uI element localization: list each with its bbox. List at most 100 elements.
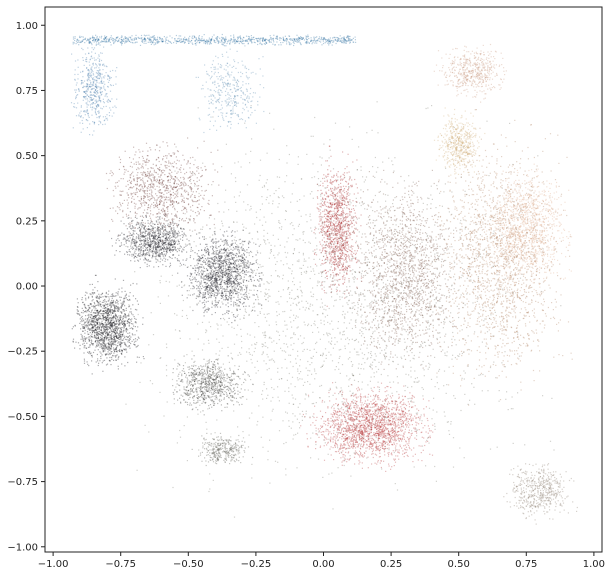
data-point [84,311,86,313]
data-point [178,40,180,43]
data-point [98,39,100,41]
data-point [168,40,170,42]
data-point [233,303,235,305]
data-point [92,134,94,136]
data-point [108,311,110,313]
data-point [223,39,225,41]
data-point [134,317,136,320]
data-point [104,89,106,91]
data-point [117,238,119,240]
data-point [90,84,92,86]
data-point [232,290,234,292]
data-point [327,39,329,41]
data-point [113,311,115,313]
data-point [123,234,125,236]
data-point [104,325,106,327]
data-point [248,38,250,40]
data-point [124,316,126,318]
data-point [101,327,103,329]
data-point [242,281,245,283]
data-point [86,110,89,112]
data-point [105,317,107,319]
data-point [190,274,192,276]
data-point [214,271,216,273]
data-point [213,41,216,43]
data-point [112,304,114,306]
data-point [191,42,193,44]
data-point [89,75,91,77]
data-point [220,75,222,77]
data-point [230,304,232,306]
data-point [101,108,103,110]
data-point [88,70,90,72]
data-point [215,238,217,240]
data-point [110,77,112,79]
data-point [248,96,250,98]
data-point [103,343,105,345]
data-point [121,304,123,306]
data-point [224,255,226,257]
data-point [96,314,98,316]
data-point [194,36,196,38]
data-point [234,95,236,97]
data-point [204,303,206,305]
data-point [100,322,102,324]
data-point [206,245,208,247]
data-point [129,298,131,301]
data-point [220,248,222,250]
data-point [144,38,146,40]
data-point [158,239,160,241]
data-point [87,75,89,77]
data-point [180,264,183,266]
data-point [227,276,229,278]
data-point [220,268,222,270]
data-point [103,329,105,331]
data-point [230,231,233,233]
data-point [89,91,91,93]
data-point [118,333,120,335]
data-point [89,307,91,309]
data-point [204,281,206,283]
data-point [234,41,236,43]
data-point [209,261,211,263]
data-point [92,329,94,331]
data-point [239,40,241,42]
data-point [139,238,141,240]
data-point [219,244,221,247]
data-point [219,267,221,270]
data-point [90,76,92,78]
data-point [351,39,353,41]
data-point [259,285,261,287]
data-point [127,329,129,331]
data-point [97,70,99,72]
data-point [87,321,89,323]
data-point [225,304,227,306]
data-point [182,248,184,250]
data-point [259,42,261,44]
data-point [101,335,103,337]
data-point [200,258,202,260]
data-point [307,41,309,43]
data-point [158,41,161,43]
data-point [156,42,158,44]
data-point [105,291,107,294]
data-point [91,326,94,328]
data-point [106,295,108,298]
data-point [103,46,105,48]
data-point [223,231,226,233]
data-point [103,316,105,318]
data-point [159,37,161,39]
data-point [104,338,106,340]
data-point [104,329,106,331]
data-point [87,39,89,41]
data-point [108,349,110,351]
data-point [115,326,117,328]
data-point [341,41,343,44]
data-point [128,341,131,343]
data-point [97,349,99,351]
data-point [91,99,93,101]
data-point [86,109,88,111]
data-point [235,255,237,257]
data-point [94,89,97,92]
data-point [110,325,112,327]
